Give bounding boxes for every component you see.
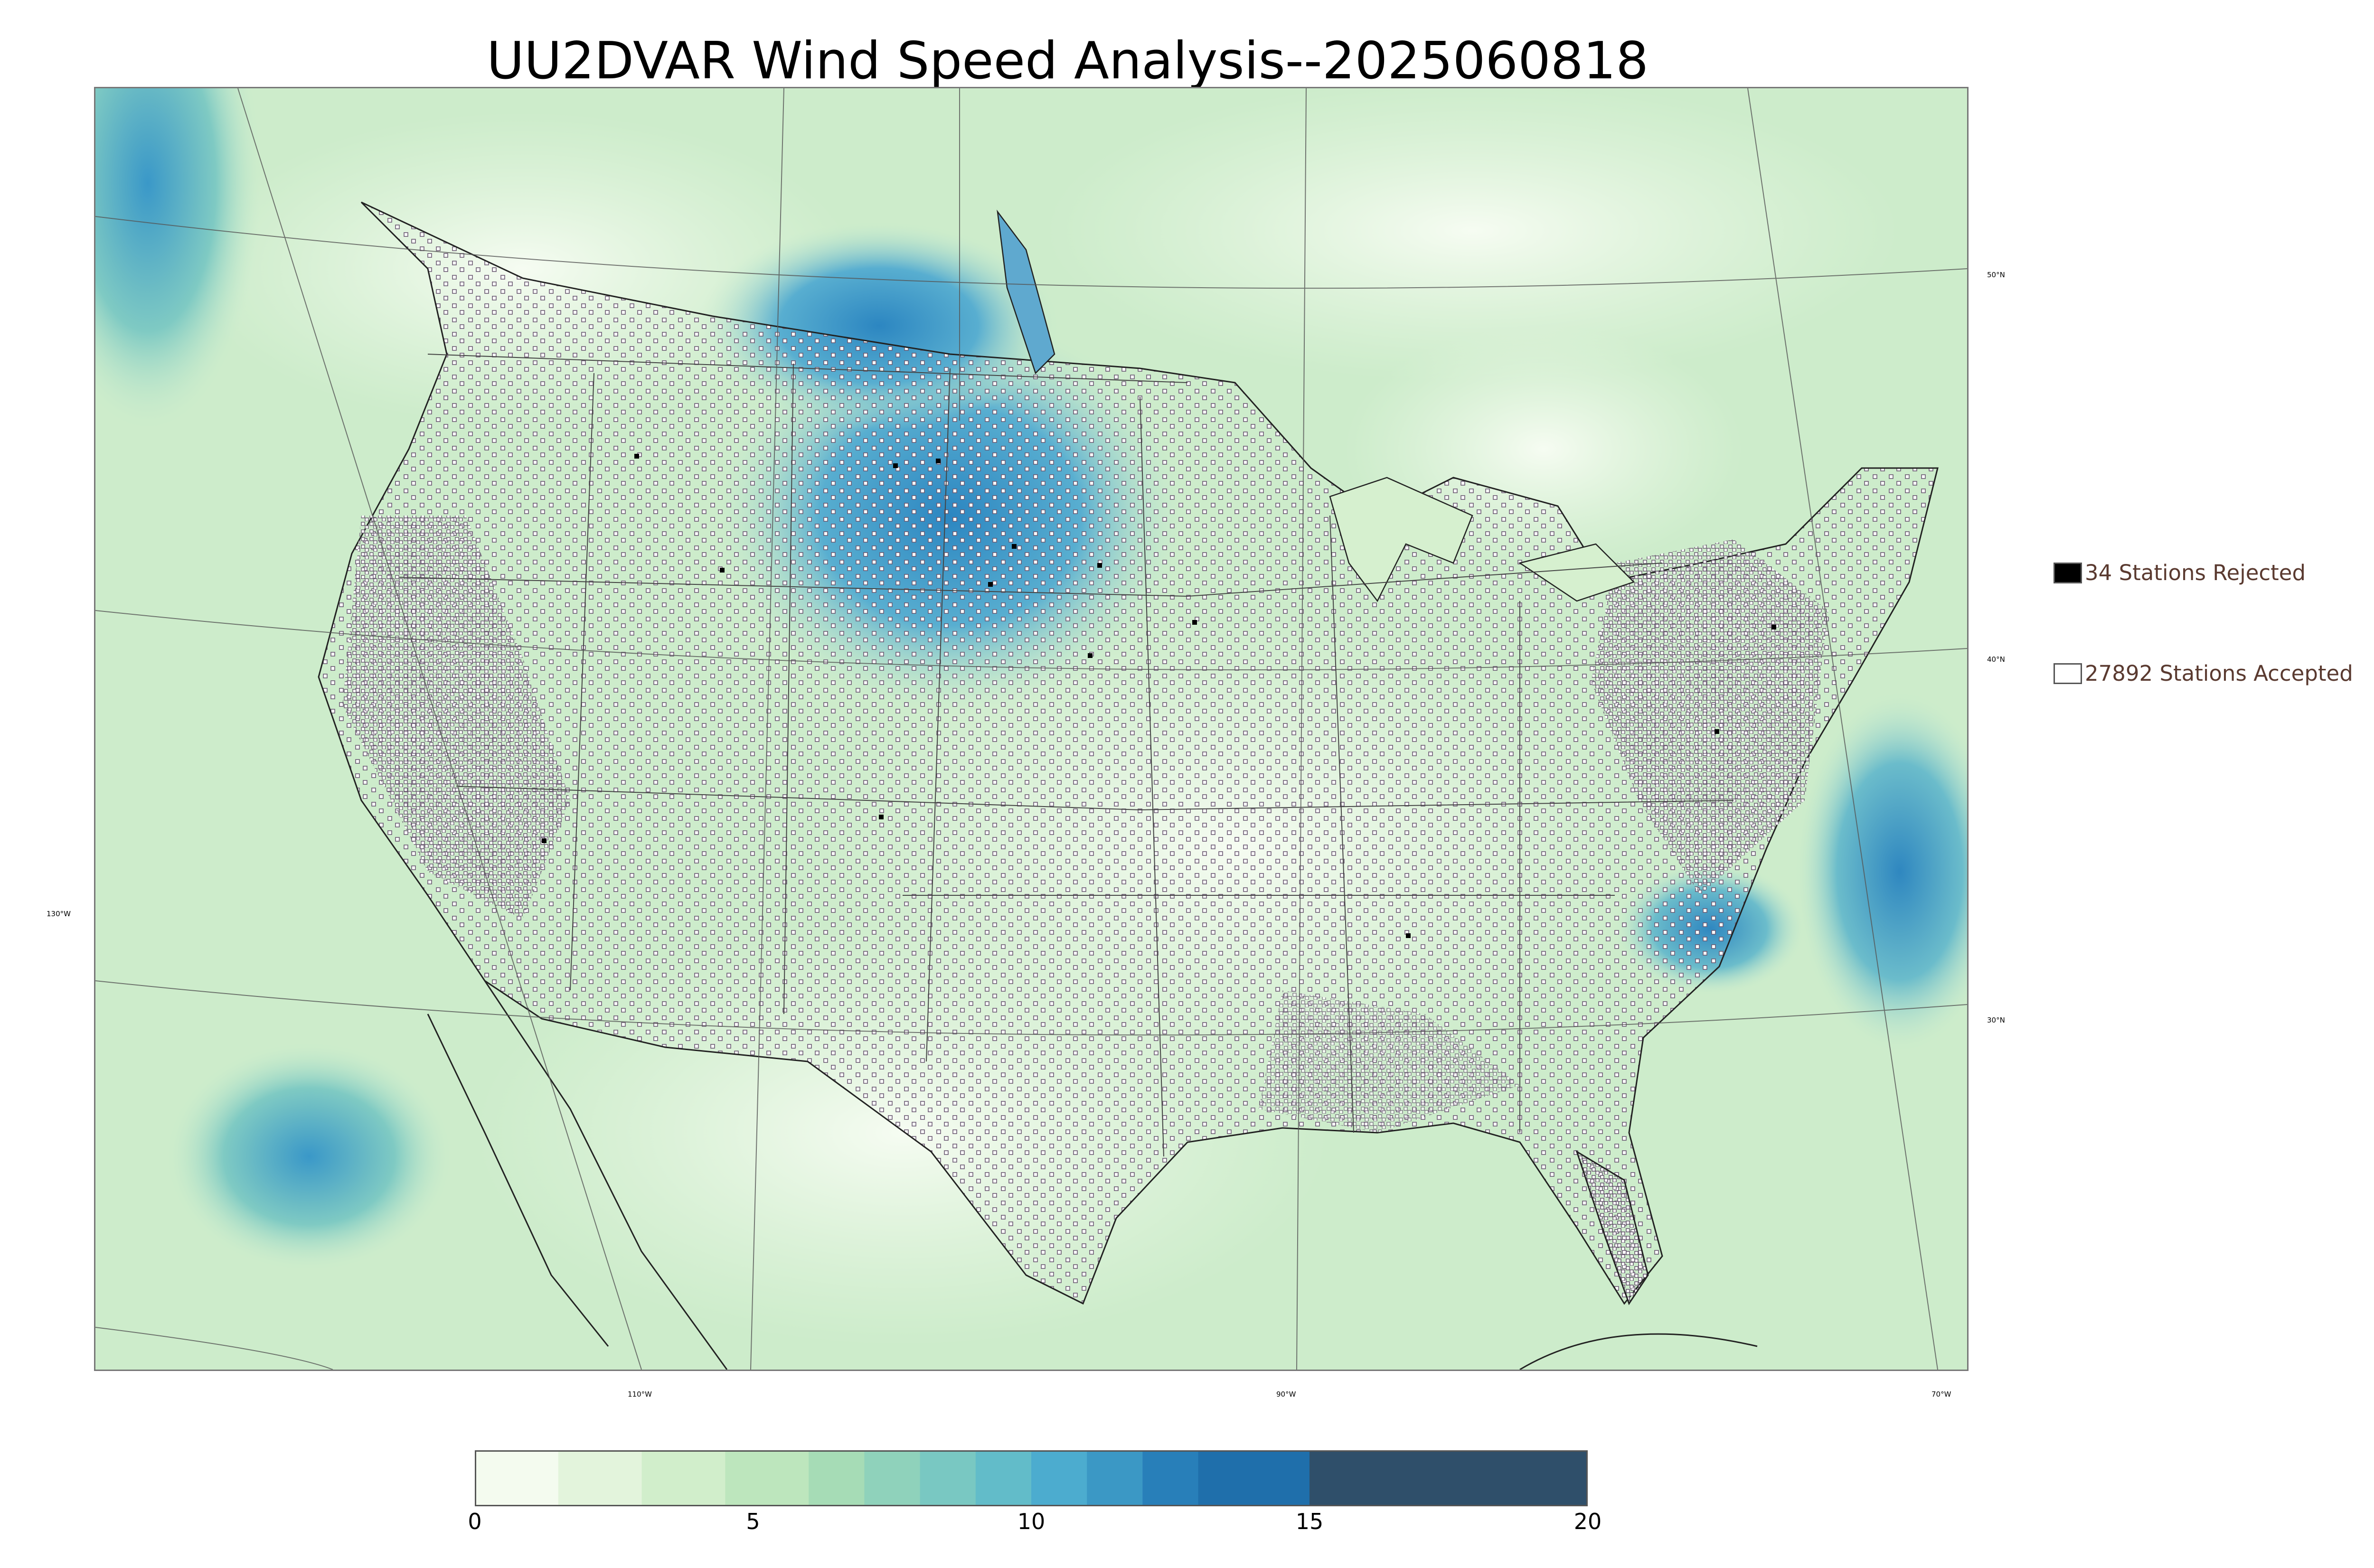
high-wind-region-atlantic — [1795, 691, 1967, 1052]
colorbar-tick-label: 20 — [1573, 1509, 1602, 1534]
colorbar-segment — [1142, 1450, 1199, 1506]
colorbar-tick-label: 5 — [746, 1509, 760, 1534]
legend-rejected: 34 Stations Rejected — [2054, 560, 2306, 585]
lat-label-50n: 50°N — [1987, 271, 2005, 279]
wind-speed-colorbar — [475, 1450, 1588, 1506]
wind-speed-map — [94, 87, 1969, 1371]
lat-label-40n: 40°N — [1987, 655, 2005, 664]
colorbar-border — [475, 1450, 1588, 1506]
colorbar-segment — [920, 1450, 976, 1506]
lon-label-110w: 110°W — [628, 1390, 652, 1399]
colorbar-segment — [475, 1450, 559, 1506]
lon-label-70w: 70°W — [1931, 1390, 1951, 1399]
colorbar-segment — [1198, 1450, 1310, 1506]
lon-label-90w: 90°W — [1276, 1390, 1296, 1399]
high-wind-region-pacific — [95, 88, 262, 430]
colorbar-tick-label: 10 — [1017, 1509, 1046, 1534]
lon-label-130w: 130°W — [47, 910, 71, 918]
colorbar-tick-label: 0 — [468, 1509, 482, 1534]
colorbar-segment — [975, 1450, 1032, 1506]
colorbar-segment — [558, 1450, 642, 1506]
rejected-label: 34 Stations Rejected — [2085, 560, 2306, 585]
colorbar-segment — [641, 1450, 726, 1506]
colorbar-segment — [809, 1450, 865, 1506]
accepted-swatch — [2054, 663, 2082, 684]
rejected-swatch — [2054, 562, 2082, 583]
colorbar-segment — [1031, 1450, 1088, 1506]
colorbar-segment — [1309, 1450, 1588, 1506]
graticule — [95, 88, 1967, 1370]
colorbar-segment — [864, 1450, 921, 1506]
map-canvas — [95, 88, 1967, 1370]
rejected-stations — [542, 454, 1776, 938]
lat-label-30n: 30°N — [1987, 1016, 2005, 1024]
state-borders — [399, 354, 1734, 1157]
colorbar-segment — [725, 1450, 810, 1506]
colorbar-tick-label: 15 — [1295, 1509, 1324, 1534]
accepted-label: 27892 Stations Accepted — [2085, 661, 2353, 686]
map-title: UU2DVAR Wind Speed Analysis--2025060818 — [487, 31, 1649, 91]
legend-accepted: 27892 Stations Accepted — [2054, 661, 2353, 686]
colorbar-segment — [1087, 1450, 1143, 1506]
